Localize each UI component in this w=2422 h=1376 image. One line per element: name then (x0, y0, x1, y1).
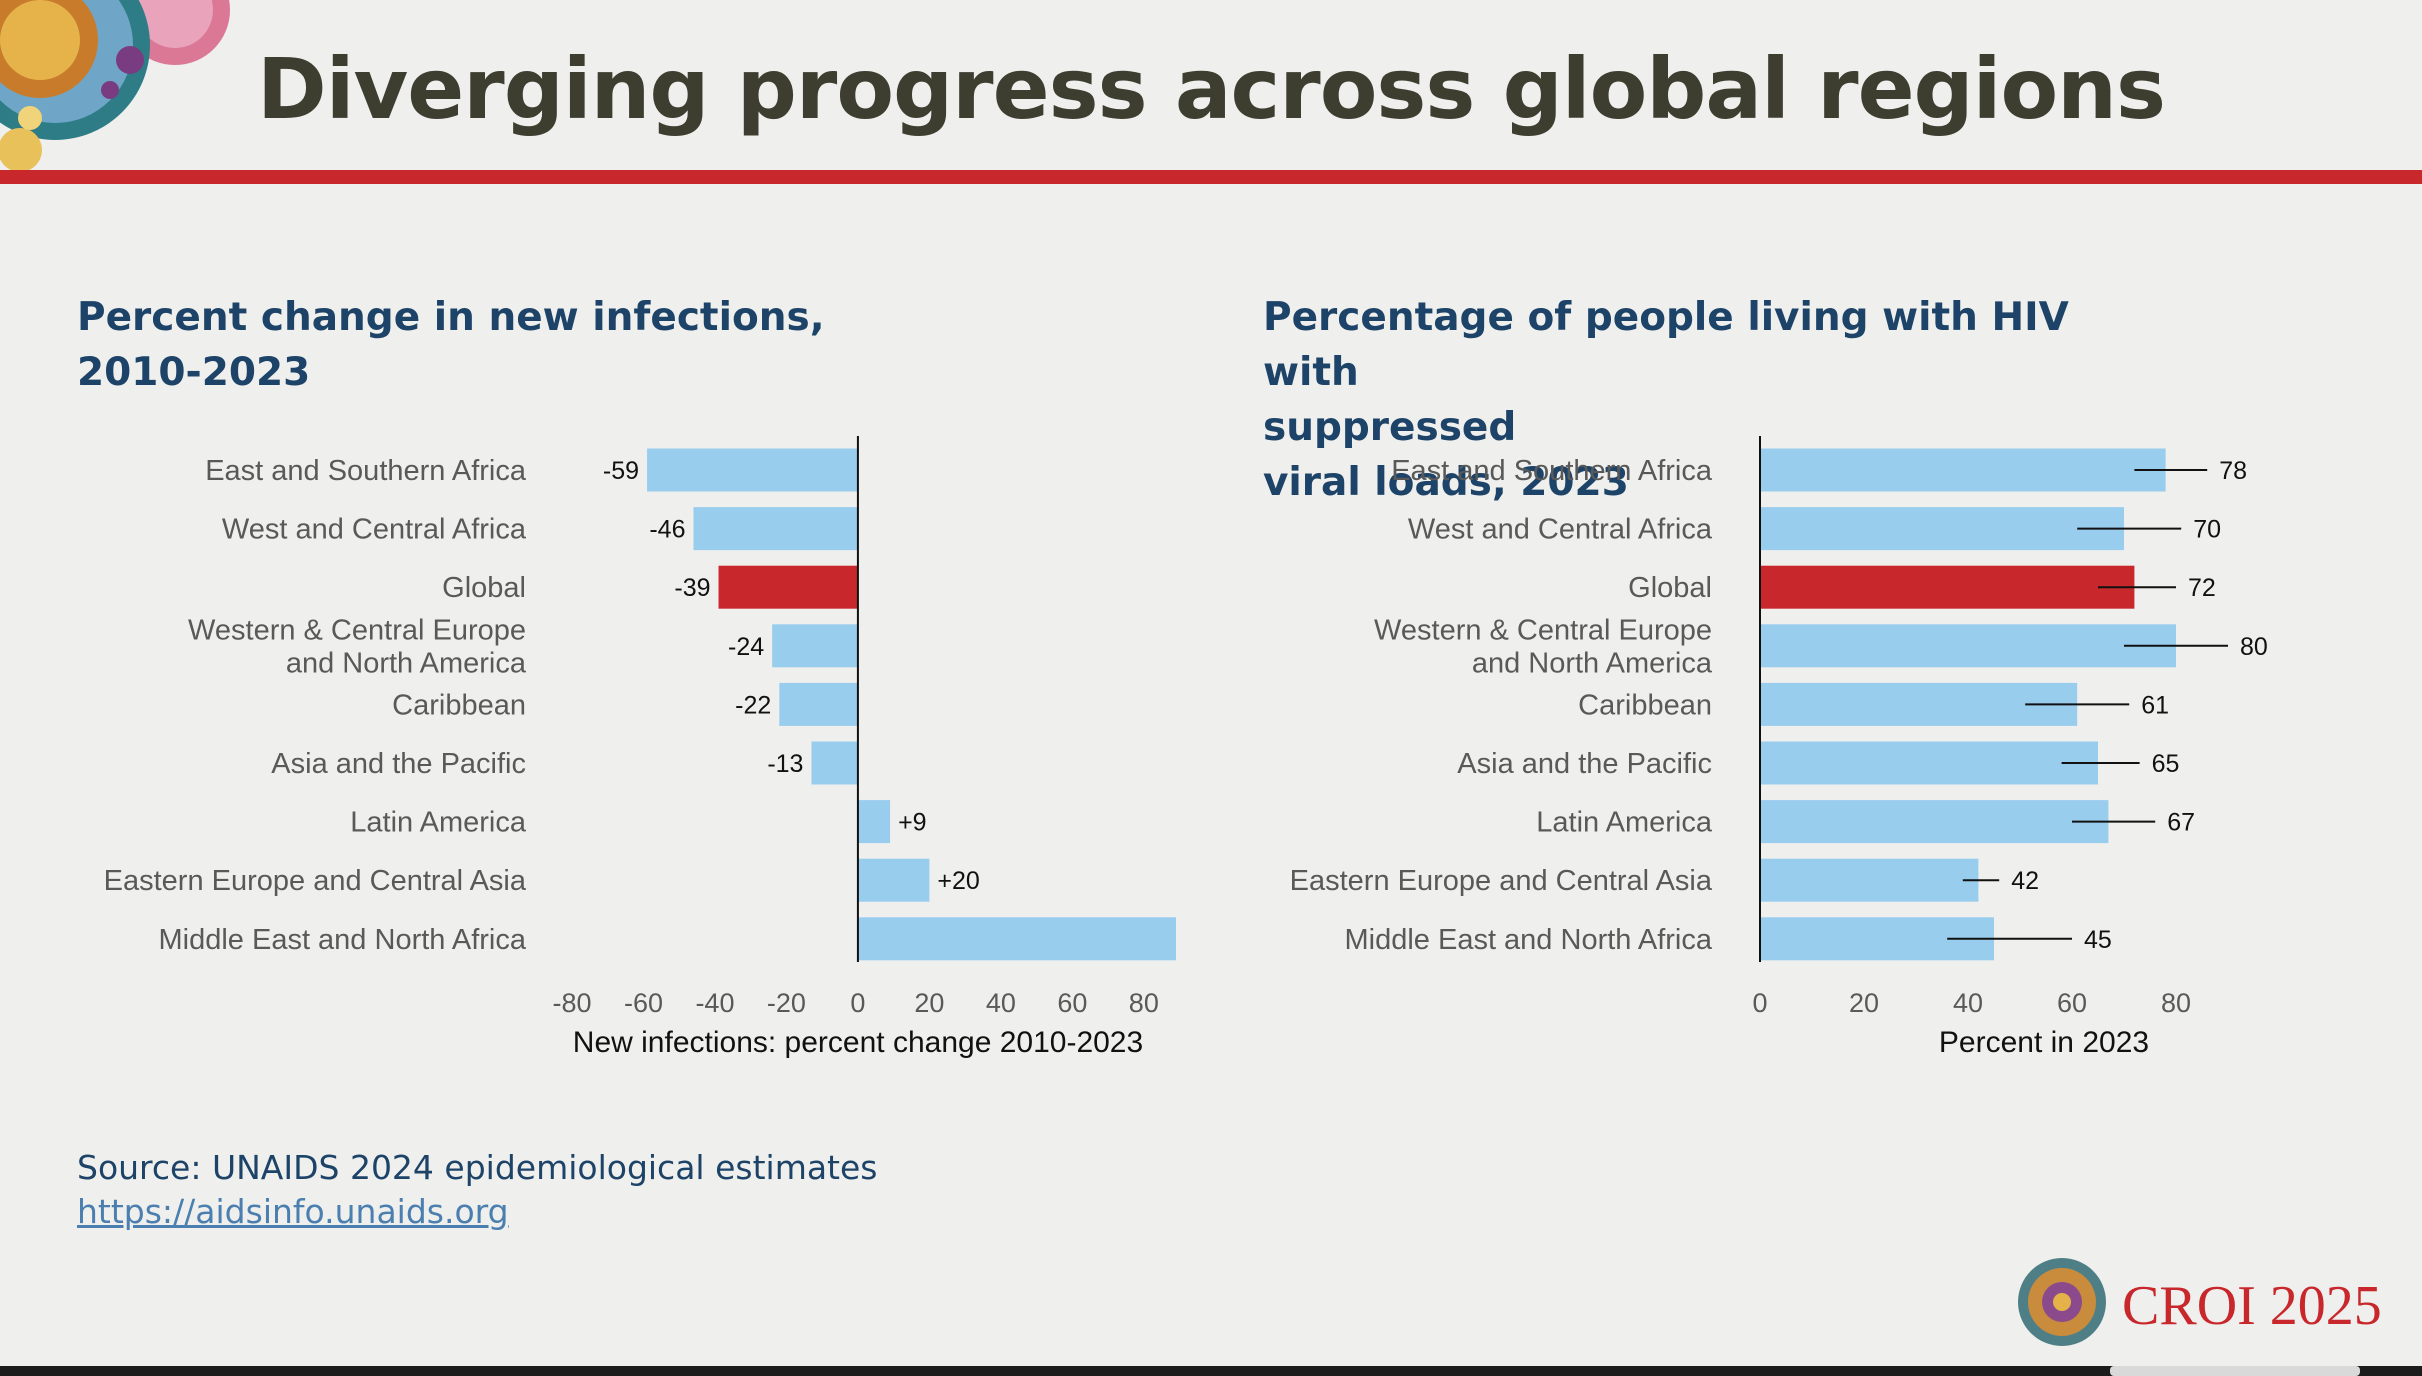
category-label: Western & Central Europe (1374, 614, 1712, 646)
data-label: 61 (2141, 691, 2169, 719)
category-label: East and Southern Africa (1391, 455, 1713, 487)
chart-bar (1760, 565, 2135, 609)
category-label: Eastern Europe and Central Asia (104, 865, 527, 897)
chart-bar (1760, 741, 2098, 785)
data-label: 70 (2193, 516, 2221, 544)
virus-illustration (0, 0, 230, 172)
chart-title-line: 2010-2023 (77, 350, 311, 395)
data-label: 65 (2152, 750, 2180, 778)
chart-bar (857, 917, 1176, 961)
data-label: -13 (767, 750, 803, 778)
croi-logo-text: CROI 2025 (2122, 1275, 2382, 1337)
tick-label: 20 (1849, 988, 1879, 1018)
chart-title-viral-suppression: Percentage of people living with HIV wit… (1263, 290, 2163, 510)
croi-virus-icon (2018, 1258, 2106, 1346)
category-label: and North America (286, 647, 527, 679)
category-label: Asia and the Pacific (1457, 748, 1712, 780)
chart-bar (693, 507, 858, 551)
window-bottom-bar (0, 1366, 2422, 1376)
category-label: Latin America (350, 807, 527, 839)
chart-bar (1760, 624, 2176, 668)
chart-bar (1760, 507, 2124, 551)
chart-title-line: Percentage of people living with HIV wit… (1263, 295, 2069, 395)
category-label: Western & Central Europe (188, 614, 526, 646)
tick-label: -80 (552, 988, 591, 1018)
data-label: +20 (937, 867, 979, 895)
data-label: 42 (2011, 867, 2039, 895)
category-label: West and Central Africa (222, 514, 527, 546)
category-label: Latin America (1536, 807, 1713, 839)
data-label: -59 (603, 457, 639, 485)
category-label: West and Central Africa (1408, 514, 1713, 546)
tick-label: 80 (2161, 988, 2191, 1018)
title-divider (0, 170, 2422, 184)
category-label: Eastern Europe and Central Asia (1290, 865, 1713, 897)
data-label: -46 (649, 516, 685, 544)
chart-title-line: suppressed (1263, 405, 1517, 450)
chart-bar (857, 800, 891, 844)
category-label: Caribbean (1578, 689, 1712, 721)
chart-bar (811, 741, 858, 785)
category-label: Middle East and North Africa (1344, 924, 1712, 956)
scrollbar-thumb[interactable] (2110, 1366, 2360, 1376)
tick-label: 80 (1129, 988, 1159, 1018)
tick-label: -20 (767, 988, 806, 1018)
data-label: -22 (735, 691, 771, 719)
tick-label: 20 (914, 988, 944, 1018)
croi-logo: CROI 2025 (2012, 1250, 2422, 1360)
x-axis-title: New infections: percent change 2010-2023 (573, 1026, 1143, 1059)
x-axis-title: Percent in 2023 (1939, 1026, 2149, 1059)
tick-label: -60 (624, 988, 663, 1018)
data-label: +9 (898, 809, 927, 837)
category-label: Caribbean (392, 689, 526, 721)
chart-title-line: viral loads, 2023 (1263, 460, 1629, 505)
chart-title-new-infections: Percent change in new infections, 2010-2… (77, 290, 857, 400)
tick-label: 0 (850, 988, 865, 1018)
chart-bar (1760, 682, 2078, 726)
data-label: 67 (2167, 809, 2195, 837)
chart-bar (772, 624, 858, 668)
chart-title-line: Percent change in new infections, (77, 295, 825, 340)
category-label: Middle East and North Africa (158, 924, 526, 956)
chart-bar (857, 858, 930, 902)
chart-bar (1760, 800, 2109, 844)
chart-bar (718, 565, 858, 609)
tick-label: 0 (1752, 988, 1767, 1018)
data-label: 80 (2240, 633, 2268, 661)
category-label: Global (1628, 572, 1712, 604)
chart-bar (647, 448, 858, 492)
tick-label: 40 (1953, 988, 1983, 1018)
data-label: 78 (2219, 457, 2247, 485)
data-label: -24 (728, 633, 764, 661)
category-label: Asia and the Pacific (271, 748, 526, 780)
chart-bar (1760, 858, 1979, 902)
data-label: -39 (674, 574, 710, 602)
data-label: 45 (2084, 926, 2112, 954)
tick-label: -40 (695, 988, 734, 1018)
slide-title: Diverging progress across global regions (257, 40, 2166, 138)
data-label: 72 (2188, 574, 2216, 602)
tick-label: 40 (986, 988, 1016, 1018)
category-label: Global (442, 572, 526, 604)
chart-bar (779, 682, 858, 726)
chart-bar (1760, 448, 2166, 492)
tick-label: 60 (2057, 988, 2087, 1018)
category-label: East and Southern Africa (205, 455, 527, 487)
category-label: and North America (1472, 647, 1713, 679)
tick-label: 60 (1057, 988, 1087, 1018)
source-link[interactable]: https://aidsinfo.unaids.org (77, 1192, 509, 1231)
source-note: Source: UNAIDS 2024 epidemiological esti… (77, 1148, 878, 1187)
